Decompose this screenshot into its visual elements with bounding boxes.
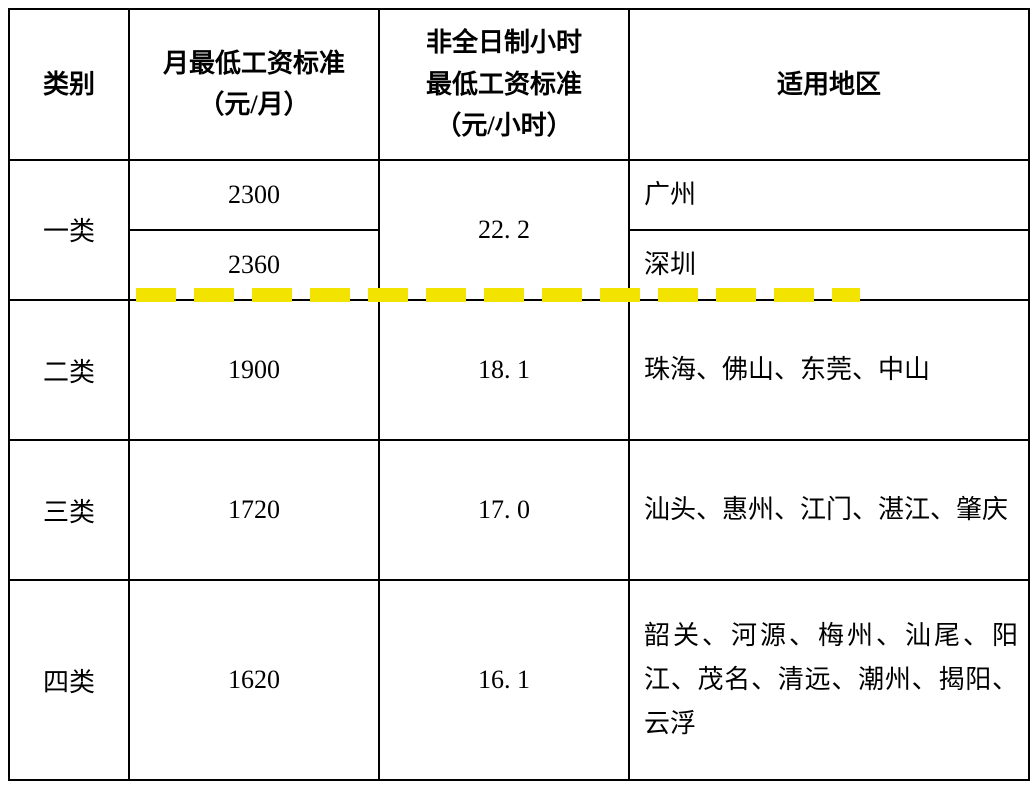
cell-region-1a: 广州 (629, 160, 1029, 230)
cell-hourly-2: 18. 1 (379, 300, 629, 440)
cell-region-1b-value: 深圳 (644, 250, 696, 279)
table-row: 三类 1720 17. 0 汕头、惠州、江门、湛江、肇庆 (9, 440, 1029, 580)
header-monthly: 月最低工资标准 （元/月） (129, 9, 379, 160)
cell-hourly-1: 22. 2 (379, 160, 629, 300)
cell-hourly-3: 17. 0 (379, 440, 629, 580)
cell-monthly-4: 1620 (129, 580, 379, 780)
header-monthly-line2: （元/月） (198, 90, 309, 119)
cell-monthly-2: 1900 (129, 300, 379, 440)
header-monthly-line1: 月最低工资标准 (163, 49, 345, 78)
header-hourly-line3: （元/小时） (435, 111, 572, 140)
cell-monthly-2-value: 1900 (228, 355, 280, 384)
header-region-label: 适用地区 (777, 70, 881, 99)
cell-hourly-3-value: 17. 0 (478, 495, 530, 524)
header-hourly-line1: 非全日制小时 (426, 28, 582, 57)
cell-category-4: 四类 (9, 580, 129, 780)
wage-table-wrapper: 类别 月最低工资标准 （元/月） 非全日制小时 最低工资标准 （元/小时） 适用… (8, 8, 1028, 781)
header-category: 类别 (9, 9, 129, 160)
cell-monthly-3-value: 1720 (228, 495, 280, 524)
cell-region-4: 韶关、河源、梅州、汕尾、阳江、茂名、清远、潮州、揭阳、云浮 (629, 580, 1029, 780)
cell-region-3-value: 汕头、惠州、江门、湛江、肇庆 (644, 495, 1008, 524)
cell-region-2-value: 珠海、佛山、东莞、中山 (644, 355, 930, 384)
header-region: 适用地区 (629, 9, 1029, 160)
wage-table: 类别 月最低工资标准 （元/月） 非全日制小时 最低工资标准 （元/小时） 适用… (8, 8, 1030, 781)
header-hourly-line2: 最低工资标准 (426, 70, 582, 99)
cell-region-1b: 深圳 (629, 230, 1029, 300)
cell-hourly-4: 16. 1 (379, 580, 629, 780)
cell-category-2-value: 二类 (43, 358, 95, 387)
cell-monthly-4-value: 1620 (228, 665, 280, 694)
table-row: 二类 1900 18. 1 珠海、佛山、东莞、中山 (9, 300, 1029, 440)
table-row: 一类 2300 22. 2 广州 (9, 160, 1029, 230)
cell-region-4-value: 韶关、河源、梅州、汕尾、阳江、茂名、清远、潮州、揭阳、云浮 (644, 621, 1018, 738)
cell-monthly-1a-value: 2300 (228, 180, 280, 209)
cell-monthly-1b: 2360 (129, 230, 379, 300)
cell-category-3: 三类 (9, 440, 129, 580)
cell-category-1: 一类 (9, 160, 129, 300)
header-category-label: 类别 (43, 70, 95, 99)
cell-monthly-1b-value: 2360 (228, 250, 280, 279)
cell-monthly-3: 1720 (129, 440, 379, 580)
cell-hourly-1-value: 22. 2 (478, 215, 530, 244)
cell-hourly-4-value: 16. 1 (478, 665, 530, 694)
cell-region-3: 汕头、惠州、江门、湛江、肇庆 (629, 440, 1029, 580)
table-header-row: 类别 月最低工资标准 （元/月） 非全日制小时 最低工资标准 （元/小时） 适用… (9, 9, 1029, 160)
cell-region-1a-value: 广州 (644, 180, 696, 209)
cell-category-2: 二类 (9, 300, 129, 440)
cell-monthly-1a: 2300 (129, 160, 379, 230)
cell-hourly-2-value: 18. 1 (478, 355, 530, 384)
cell-category-1-value: 一类 (43, 217, 95, 246)
cell-category-4-value: 四类 (43, 668, 95, 697)
cell-category-3-value: 三类 (43, 498, 95, 527)
header-hourly: 非全日制小时 最低工资标准 （元/小时） (379, 9, 629, 160)
cell-region-2: 珠海、佛山、东莞、中山 (629, 300, 1029, 440)
table-row: 四类 1620 16. 1 韶关、河源、梅州、汕尾、阳江、茂名、清远、潮州、揭阳… (9, 580, 1029, 780)
